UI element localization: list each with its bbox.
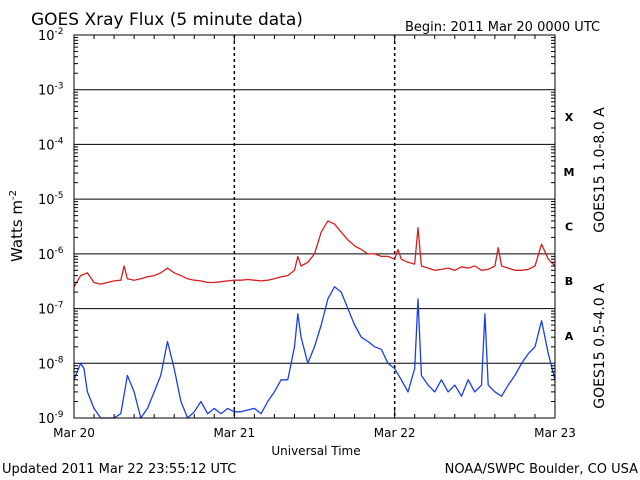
y-tick-label: 10-2 <box>38 27 64 44</box>
chart-title: GOES Xray Flux (5 minute data) <box>31 10 303 30</box>
series-short-line <box>73 286 556 419</box>
plot-grid <box>74 35 555 418</box>
y-tick-label: 10-6 <box>38 246 64 263</box>
flare-class-b: B <box>565 275 573 288</box>
legend-series-long: GOES15 1.0-8.0 A <box>592 107 608 233</box>
y-axis-label: Watts m-2 <box>8 190 26 262</box>
y-axis-label-text: Watts m <box>8 200 26 262</box>
flare-class-labels: A B C M X <box>564 111 575 343</box>
flare-class-c: C <box>565 221 573 234</box>
series-layer <box>73 220 556 419</box>
x-tick-label: Mar 23 <box>534 426 576 440</box>
footer-credit: NOAA/SWPC Boulder, CO USA <box>445 462 638 477</box>
y-tick-label: 10-7 <box>38 301 64 318</box>
y-tick-label: 10-4 <box>38 136 64 153</box>
x-tick-label: Mar 21 <box>213 426 255 440</box>
y-axis-label-exponent: -2 <box>8 190 19 200</box>
flare-class-a: A <box>565 330 574 343</box>
updated-timestamp: Updated 2011 Mar 22 23:55:12 UTC <box>2 462 236 477</box>
x-axis-label: Universal Time <box>271 444 360 458</box>
y-tick-label: 10-5 <box>38 191 64 208</box>
begin-label: Begin: 2011 Mar 20 0000 UTC <box>405 20 600 35</box>
x-axis-ticks: Mar 20 Mar 21 Mar 22 Mar 23 <box>53 35 576 440</box>
flare-class-m: M <box>564 166 575 179</box>
y-axis-ticks: 10-9 10-8 10-7 10-6 10-5 10-4 10-3 10-2 <box>38 27 555 427</box>
legend-series-short: GOES15 0.5-4.0 A <box>592 283 608 409</box>
series-long-line <box>73 220 556 288</box>
x-tick-label: Mar 22 <box>374 426 416 440</box>
y-tick-label: 10-8 <box>38 355 64 372</box>
y-tick-label: 10-9 <box>38 410 64 427</box>
y-tick-label: 10-3 <box>38 82 64 99</box>
flare-class-x: X <box>565 111 574 124</box>
x-tick-label: Mar 20 <box>53 426 95 440</box>
